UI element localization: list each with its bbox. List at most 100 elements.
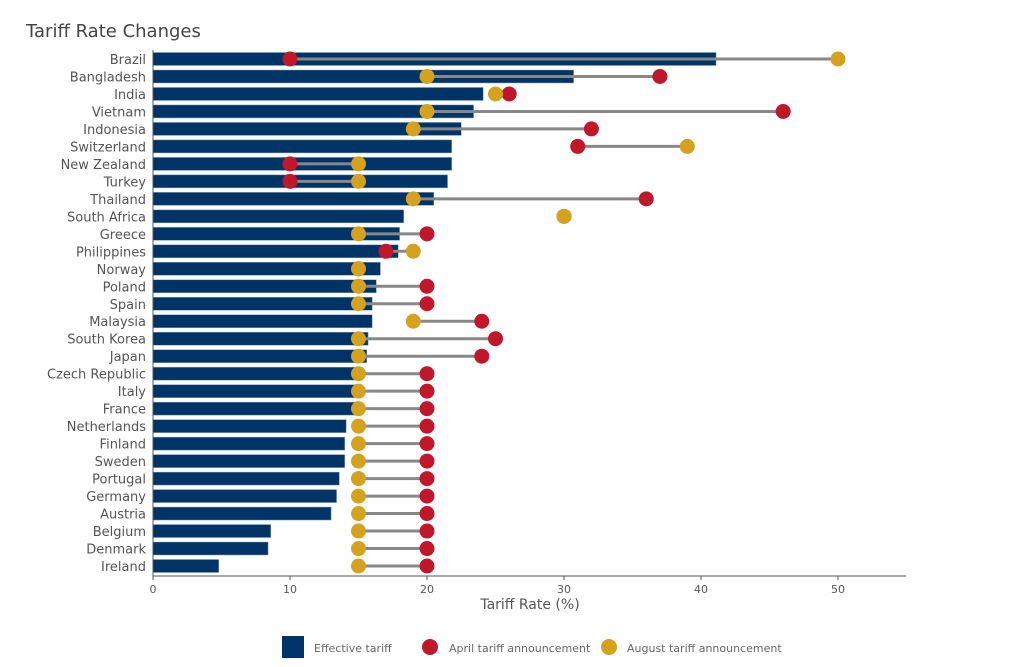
legend-label-april: April tariff announcement — [449, 642, 591, 655]
category-label: Malaysia — [89, 315, 146, 330]
april-dot — [419, 418, 435, 434]
row-malaysia: Malaysia — [89, 313, 490, 330]
effective-tariff-bar — [152, 541, 269, 556]
august-dot — [405, 313, 421, 329]
april-dot — [419, 401, 435, 417]
august-dot — [419, 103, 435, 119]
category-label: Czech Republic — [47, 368, 146, 383]
april-dot — [570, 138, 586, 154]
april-dot — [474, 313, 490, 329]
category-label: Germany — [86, 490, 146, 505]
april-dot — [638, 191, 654, 207]
category-label: Vietnam — [92, 105, 146, 120]
april-dot — [652, 68, 668, 84]
effective-tariff-bar — [152, 192, 435, 206]
row-south-korea: South Korea — [67, 331, 503, 348]
april-dot — [488, 331, 503, 347]
august-dot — [351, 436, 366, 452]
row-belgium: Belgium — [93, 523, 435, 540]
april-dot — [419, 471, 435, 487]
category-label: Denmark — [86, 543, 146, 558]
april-dot — [419, 383, 435, 399]
august-dot — [556, 208, 572, 224]
category-label: Poland — [103, 280, 146, 295]
category-label: Finland — [100, 438, 146, 453]
august-dot — [351, 366, 366, 382]
row-bangladesh: Bangladesh — [70, 68, 668, 85]
april-dot — [419, 296, 435, 312]
legend-swatch-august — [601, 639, 617, 655]
row-denmark: Denmark — [86, 541, 435, 558]
april-dot — [419, 558, 435, 574]
category-label: Italy — [118, 385, 147, 400]
august-dot — [351, 383, 366, 399]
april-dot — [419, 541, 435, 557]
effective-tariff-bar — [152, 471, 340, 486]
category-label: Austria — [100, 508, 146, 523]
effective-tariff-bar — [152, 384, 362, 398]
row-japan: Japan — [109, 348, 490, 365]
effective-tariff-bar — [152, 419, 347, 433]
row-sweden: Sweden — [95, 453, 435, 470]
x-tick-label: 0 — [150, 583, 157, 596]
category-label: Belgium — [93, 525, 146, 540]
august-dot — [351, 523, 366, 539]
category-label: Greece — [100, 228, 146, 243]
effective-tariff-bar — [152, 244, 399, 259]
row-france: France — [103, 401, 435, 418]
august-dot — [419, 68, 435, 84]
april-dot — [282, 156, 298, 172]
april-dot — [419, 436, 435, 452]
x-tick-label: 30 — [557, 583, 571, 596]
row-czech-republic: Czech Republic — [47, 366, 435, 383]
row-poland: Poland — [103, 278, 435, 295]
row-italy: Italy — [118, 383, 435, 400]
row-thailand: Thailand — [89, 191, 654, 208]
august-dot — [351, 173, 366, 189]
x-tick-label: 20 — [420, 583, 434, 596]
effective-tariff-bar — [152, 489, 337, 503]
effective-tariff-bar — [152, 366, 363, 381]
row-austria: Austria — [100, 506, 435, 523]
row-norway: Norway — [97, 261, 381, 278]
april-dot — [583, 121, 599, 137]
category-label: Netherlands — [67, 420, 146, 435]
category-label: India — [114, 88, 146, 103]
effective-tariff-bar — [152, 506, 332, 521]
category-label: New Zealand — [61, 158, 146, 173]
effective-tariff-bar — [152, 454, 346, 468]
august-dot — [405, 121, 421, 137]
august-dot — [351, 348, 366, 364]
effective-tariff-bar — [152, 297, 373, 311]
august-dot — [351, 418, 366, 434]
row-switzerland: Switzerland — [70, 138, 695, 155]
effective-tariff-bar — [152, 314, 373, 328]
april-dot — [419, 453, 435, 469]
august-dot — [351, 558, 366, 574]
august-dot — [351, 506, 366, 522]
april-dot — [419, 366, 435, 382]
effective-tariff-bar — [152, 436, 346, 451]
row-india: India — [114, 86, 517, 103]
effective-tariff-bar — [152, 524, 272, 538]
x-tick-label: 40 — [694, 583, 708, 596]
legend: Effective tariff April tariff announceme… — [282, 636, 782, 658]
august-dot — [351, 331, 366, 347]
april-dot — [775, 103, 791, 119]
august-dot — [351, 261, 366, 277]
august-dot — [351, 296, 366, 312]
august-dot — [351, 156, 366, 172]
effective-tariff-bar — [152, 139, 452, 154]
category-label: Philippines — [76, 245, 146, 260]
april-dot — [378, 243, 394, 259]
row-turkey: Turkey — [103, 173, 448, 190]
april-dot — [419, 488, 435, 504]
august-dot — [351, 278, 366, 294]
chart-title: Tariff Rate Changes — [25, 21, 201, 42]
august-dot — [488, 86, 503, 102]
category-label: France — [103, 403, 146, 418]
row-finland: Finland — [100, 436, 435, 453]
x-axis-label: Tariff Rate (%) — [479, 597, 579, 613]
category-label: Sweden — [95, 455, 146, 470]
legend-label-august: August tariff announcement — [627, 642, 782, 655]
